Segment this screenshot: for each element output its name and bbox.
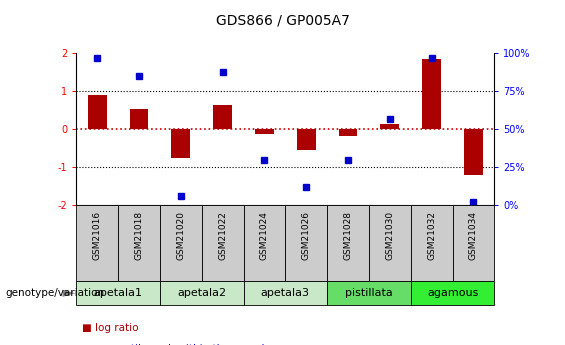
Text: GSM21028: GSM21028 <box>344 211 353 260</box>
Bar <box>453 205 494 281</box>
Text: GSM21026: GSM21026 <box>302 211 311 260</box>
Text: apetala1: apetala1 <box>94 288 142 298</box>
Text: pistillata: pistillata <box>345 288 393 298</box>
Bar <box>118 205 160 281</box>
Bar <box>88 95 107 129</box>
Text: ■ percentile rank within the sample: ■ percentile rank within the sample <box>82 344 271 345</box>
Text: apetala2: apetala2 <box>177 288 226 298</box>
Bar <box>369 205 411 281</box>
Bar <box>202 205 244 281</box>
Bar <box>327 205 369 281</box>
Bar <box>380 124 399 129</box>
Bar <box>464 129 483 175</box>
Text: GSM21018: GSM21018 <box>134 211 144 260</box>
Text: GSM21032: GSM21032 <box>427 211 436 260</box>
Bar <box>411 281 494 305</box>
Bar <box>285 205 327 281</box>
Bar <box>171 129 190 158</box>
Text: GSM21016: GSM21016 <box>93 211 102 260</box>
Bar <box>338 129 358 136</box>
Bar <box>327 281 411 305</box>
Bar <box>411 205 453 281</box>
Text: GSM21020: GSM21020 <box>176 211 185 260</box>
Bar <box>422 59 441 129</box>
Bar <box>76 205 118 281</box>
Bar <box>297 129 316 150</box>
Bar <box>255 129 274 134</box>
Bar <box>160 205 202 281</box>
Text: GSM21022: GSM21022 <box>218 211 227 260</box>
Bar <box>244 205 285 281</box>
Bar <box>244 281 327 305</box>
Polygon shape <box>63 290 76 297</box>
Text: ■ log ratio: ■ log ratio <box>82 323 138 333</box>
Bar <box>160 281 244 305</box>
Text: GSM21034: GSM21034 <box>469 211 478 260</box>
Text: GSM21024: GSM21024 <box>260 211 269 260</box>
Text: genotype/variation: genotype/variation <box>6 288 105 298</box>
Bar <box>129 108 149 129</box>
Bar <box>76 281 160 305</box>
Text: agamous: agamous <box>427 288 478 298</box>
Bar <box>213 105 232 129</box>
Text: GDS866 / GP005A7: GDS866 / GP005A7 <box>216 14 349 28</box>
Text: apetala3: apetala3 <box>261 288 310 298</box>
Text: GSM21030: GSM21030 <box>385 211 394 260</box>
